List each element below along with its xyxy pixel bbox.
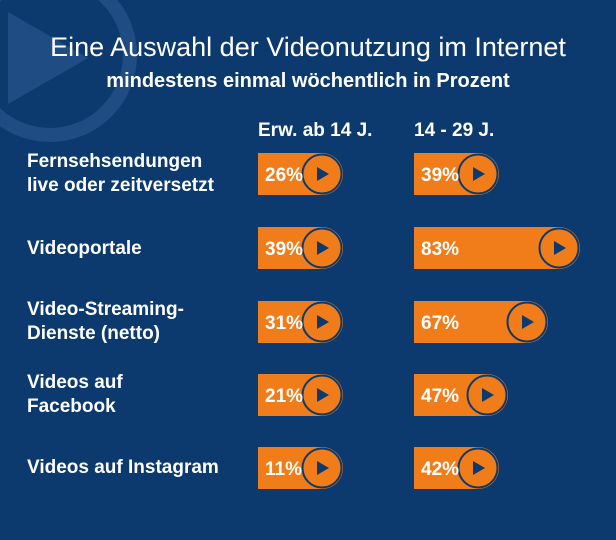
row-label-line: Video-Streaming- <box>27 299 184 320</box>
play-icon <box>317 167 329 181</box>
bar-value-label: 83% <box>421 239 459 260</box>
bar-value-label: 42% <box>421 459 459 480</box>
row-label-fernsehsendungen: Fernsehsendungen live oder zeitversetzt <box>27 150 214 198</box>
play-icon <box>0 0 137 142</box>
bar <box>258 374 343 416</box>
bar-value-label: 21% <box>265 386 303 407</box>
row-label-video-streaming: Video-Streaming- Dienste (netto) <box>27 298 184 346</box>
play-icon <box>522 315 534 329</box>
row-label-instagram: Videos auf Instagram <box>27 456 219 480</box>
row-label-line: Dienste (netto) <box>27 323 160 344</box>
play-icon <box>482 388 494 402</box>
bar-group-young-adults: 47% <box>414 374 508 416</box>
bar-end-circle <box>506 301 548 343</box>
bar-group-adults: 39% <box>258 227 343 269</box>
bar-end-circle <box>457 447 499 489</box>
chart-subtitle: mindestens einmal wöchentlich in Prozent <box>106 70 510 92</box>
bar-group-adults: 31% <box>258 301 343 343</box>
bar-end-circle <box>538 227 580 269</box>
column-header-young-adults: 14 - 29 J. <box>414 120 495 141</box>
row-label-line: Videos auf Instagram <box>27 457 219 478</box>
bar <box>258 153 343 195</box>
play-icon <box>317 241 329 255</box>
bar <box>414 447 499 489</box>
bar-group-young-adults: 83% <box>414 227 580 269</box>
bar-group-adults: 26% <box>258 153 343 195</box>
bar-value-label: 31% <box>265 313 303 334</box>
bar <box>258 301 343 343</box>
row-label-facebook: Videos auf Facebook <box>27 371 123 419</box>
bar-value-label: 39% <box>265 239 303 260</box>
bar-end-circle <box>301 227 343 269</box>
row-label-line: Videos auf <box>27 372 123 393</box>
play-icon <box>317 315 329 329</box>
bar-end-circle <box>301 447 343 489</box>
bar-end-circle <box>301 301 343 343</box>
bar <box>414 374 508 416</box>
bar <box>258 227 343 269</box>
play-icon <box>317 461 329 475</box>
bar-group-adults: 21% <box>258 374 343 416</box>
bar <box>414 153 499 195</box>
play-icon <box>554 241 566 255</box>
row-label-line: Fernsehsendungen <box>27 151 203 172</box>
bar-end-circle <box>466 374 508 416</box>
bar-value-label: 26% <box>265 165 303 186</box>
chart-title: Eine Auswahl der Videonutzung im Interne… <box>50 32 566 62</box>
bar-group-young-adults: 42% <box>414 447 499 489</box>
play-icon <box>473 167 485 181</box>
bar-value-label: 11% <box>265 459 302 480</box>
bar <box>258 447 343 489</box>
bar <box>414 227 580 269</box>
bar <box>414 301 548 343</box>
bar-group-young-adults: 39% <box>414 153 499 195</box>
bar-value-label: 47% <box>421 386 459 407</box>
bar-value-label: 39% <box>421 165 459 186</box>
bar-end-circle <box>301 153 343 195</box>
row-label-line: live oder zeitversetzt <box>27 175 214 196</box>
row-label-line: Facebook <box>27 396 116 417</box>
bar-group-adults: 11% <box>258 447 343 489</box>
bar-group-young-adults: 67% <box>414 301 548 343</box>
bar-end-circle <box>301 374 343 416</box>
row-label-videoportale: Videoportale <box>27 237 142 261</box>
column-header-adults: Erw. ab 14 J. <box>258 120 373 141</box>
play-icon <box>317 388 329 402</box>
row-label-line: Videoportale <box>27 238 142 259</box>
bar-end-circle <box>457 153 499 195</box>
play-icon <box>473 461 485 475</box>
bar-value-label: 67% <box>421 313 459 334</box>
